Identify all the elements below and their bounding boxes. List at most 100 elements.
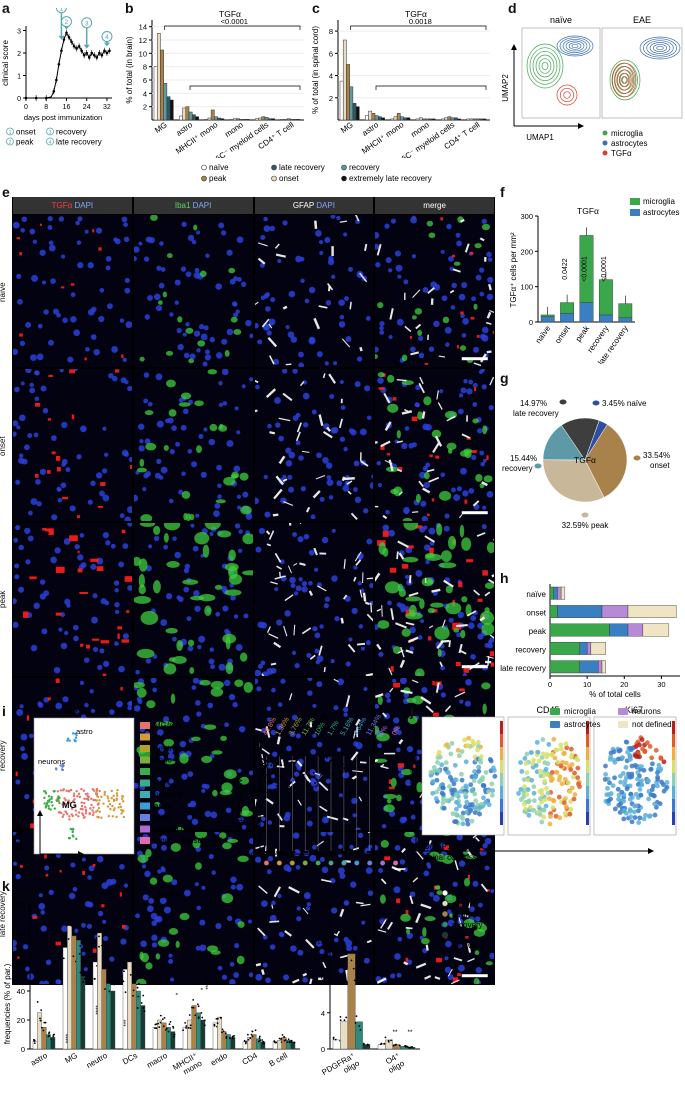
iba1-signal: [391, 777, 397, 787]
umap1-arrowhead: [78, 851, 84, 857]
tgfa-signal: [55, 456, 61, 461]
bar: [156, 33, 161, 121]
dapi-nucleus: [61, 421, 68, 429]
tgfa-signal: [77, 551, 80, 554]
dapi-nucleus: [50, 556, 57, 564]
tgfa-signal: [121, 354, 124, 359]
dapi-nucleus: [457, 913, 463, 918]
y-axis-label: % of total (in brain): [125, 36, 134, 103]
gfap-signal: [398, 491, 404, 496]
bar: [214, 116, 218, 121]
umap-cell: [439, 762, 445, 768]
umap-title: TGFα: [450, 705, 473, 715]
gfap-signal: [431, 589, 441, 594]
dapi-nucleus: [38, 902, 46, 910]
micrograph-column-header: GFAP DAPI: [254, 197, 374, 214]
dapi-nucleus: [195, 710, 202, 717]
tgfa-signal: [492, 331, 494, 334]
iba1-signal: [416, 781, 424, 793]
dapi-nucleus: [263, 474, 268, 480]
tgfa-signal: [55, 678, 60, 683]
dapi-nucleus: [142, 398, 148, 404]
iba1-signal: [383, 803, 396, 812]
umap-cell: [97, 802, 100, 805]
data-point: [108, 990, 111, 993]
dapi-nucleus: [349, 881, 356, 888]
gfap-signal: [364, 601, 370, 606]
dapi-nucleus: [385, 510, 391, 515]
iba1-signal: [239, 652, 248, 663]
dapi-nucleus: [375, 703, 380, 709]
dapi-nucleus: [287, 451, 295, 459]
umap-cell: [649, 755, 655, 761]
dapi-nucleus: [39, 468, 47, 476]
dapi-nucleus: [83, 657, 90, 664]
dapi-nucleus: [295, 732, 301, 739]
dapi-nucleus: [237, 768, 242, 773]
dapi-nucleus: [147, 544, 152, 549]
iba1-signal: [159, 720, 173, 726]
umap-cell: [622, 782, 628, 788]
dapi-nucleus: [155, 915, 163, 923]
dapi-nucleus: [181, 773, 188, 780]
gfap-signal: [285, 363, 291, 366]
gfap-signal: [320, 878, 331, 883]
legend-marker: [46, 137, 54, 146]
data-point: [154, 1027, 156, 1030]
umap-cell: [71, 814, 74, 818]
gfap-signal: [261, 318, 270, 328]
iba1-signal: [210, 680, 224, 689]
iba1-signal: [194, 831, 207, 839]
iba1-signal: [223, 768, 237, 779]
gfap-signal: [491, 574, 494, 578]
umap-cell: [568, 746, 574, 752]
umap-cell: [569, 752, 575, 758]
dapi-nucleus: [192, 590, 200, 598]
chart-title: TGFα: [405, 9, 427, 19]
umap-cell: [539, 788, 545, 793]
dapi-nucleus: [233, 942, 239, 949]
umap-cell: [100, 795, 103, 799]
umap2-label: UMAP2: [410, 769, 415, 797]
bar: [346, 64, 350, 121]
dapi-nucleus: [174, 279, 181, 286]
dapi-nucleus: [201, 885, 206, 890]
gfap-signal: [270, 663, 276, 666]
dapi-nucleus: [480, 462, 486, 467]
dapi-nucleus: [77, 262, 84, 269]
dapi-nucleus: [329, 659, 335, 664]
umap-cell: [617, 810, 623, 815]
header-stain-label: GFAP: [292, 201, 315, 210]
p-value: <0.0001: [221, 17, 248, 26]
dapi-nucleus: [38, 893, 43, 898]
violin-point: [270, 788, 272, 791]
data-point: [77, 44, 81, 48]
iba1-signal: [175, 826, 184, 830]
dapi-nucleus: [230, 876, 237, 883]
data-point: [122, 980, 125, 983]
violin-point: [339, 777, 342, 780]
dapi-nucleus: [327, 258, 334, 266]
cluster-dot: [392, 860, 399, 866]
data-point: [62, 38, 66, 41]
legend-marker: [602, 140, 608, 146]
gfap-signal: [376, 243, 382, 256]
dapi-nucleus: [259, 234, 265, 240]
dapi-nucleus: [404, 426, 410, 431]
gfap-signal: [298, 562, 306, 567]
microglia-contour: [538, 58, 552, 74]
umap-cell: [449, 740, 455, 746]
tgfa-signal: [397, 762, 405, 768]
dapi-nucleus: [421, 686, 428, 693]
bar: [396, 113, 401, 121]
umap-cell: [465, 743, 471, 748]
violin-point: [266, 763, 269, 766]
stacked-bar-segment: [579, 641, 588, 655]
umap-cell: [71, 732, 75, 735]
data-point: [57, 62, 61, 66]
dapi-nucleus: [147, 897, 154, 904]
dapi-nucleus: [13, 945, 17, 952]
umap-cell: [617, 773, 623, 779]
umap-cell: [527, 804, 533, 810]
dapi-nucleus: [265, 668, 273, 676]
